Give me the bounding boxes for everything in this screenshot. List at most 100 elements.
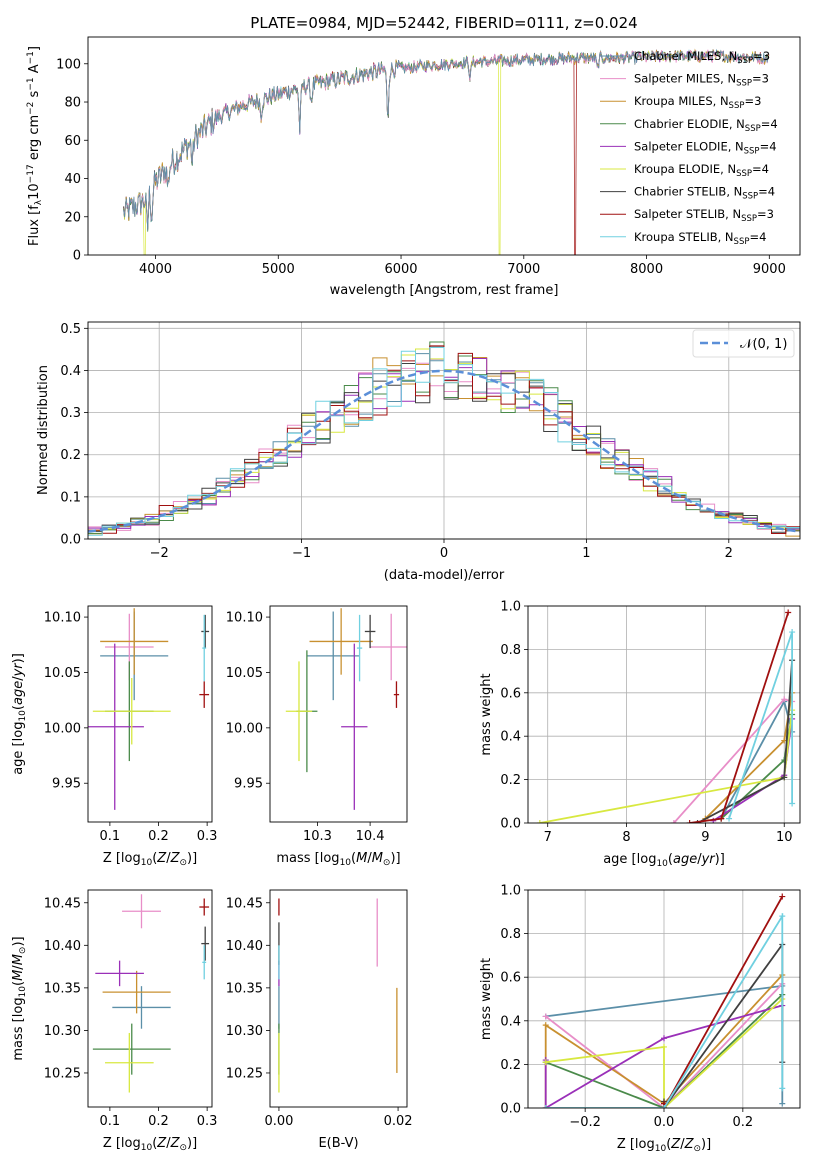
ticks: 7 8 9 10 0.0 0.2 0.4 0.6 0.8 1.0 xyxy=(500,600,792,846)
x-tick-label: 5000 xyxy=(262,262,295,277)
mass-vs-metallicity-panel: 0.1 0.2 0.3 10.25 10.30 10.35 10.40 10.45 mass [… xyxy=(11,889,218,1153)
x-tick-label: −0.2 xyxy=(569,1115,601,1130)
weight-marker xyxy=(661,1043,667,1050)
error-bar-1 xyxy=(370,613,407,681)
weight-marker xyxy=(686,820,693,823)
legend: Chabrier MILES, NSSP=3 Salpeter MILES, NS… xyxy=(600,49,778,247)
y-tick-label: 10.30 xyxy=(44,1024,81,1039)
weight-marker xyxy=(781,774,788,781)
y-tick-label: 10.25 xyxy=(44,1066,81,1081)
mass-vs-ebv-panel: 0.00 0.02 10.25 10.30 10.35 10.40 10.45 E(B-V) xyxy=(226,889,413,1151)
residuals-panel: −2 −1 0 1 2 0.0 0.1 0.2 0.3 0.4 0.5 𝒩(0, 1) (data-mo… xyxy=(36,321,801,583)
axes-frame xyxy=(87,321,801,540)
weight-marker xyxy=(781,696,788,703)
y-tick-label: 9.95 xyxy=(52,777,81,792)
age-vs-metallicity-panel: 0.1 0.2 0.3 9.95 10.00 10.05 10.10 age [log10(a… xyxy=(11,605,217,868)
y-tick-label: 10.10 xyxy=(226,611,263,626)
weight-line-6 xyxy=(663,941,784,1108)
x-axis-label: (data-model)/error xyxy=(384,568,505,583)
error-bar-1 xyxy=(122,894,161,929)
y-tick-label: 10.00 xyxy=(44,721,81,736)
y-tick-label: 0.4 xyxy=(60,364,81,379)
weight-marker xyxy=(542,1013,549,1020)
axes-frame xyxy=(87,36,801,256)
weight-marker xyxy=(785,609,792,616)
ticks: 0.1 0.2 0.3 10.25 10.30 10.35 10.40 10.45 xyxy=(44,896,218,1129)
error-bar-3 xyxy=(92,1023,171,1075)
error-bar-7 xyxy=(199,898,210,916)
y-tick-label: 0.5 xyxy=(60,322,81,337)
legend-label: Kroupa STELIB, NSSP=4 xyxy=(634,230,766,247)
x-tick-label: 0.0 xyxy=(654,1115,675,1130)
error-bar-5 xyxy=(105,1032,154,1093)
y-tick-label: 0.6 xyxy=(500,686,521,701)
x-axis-label: mass [log10(M/M⊙)] xyxy=(276,851,400,868)
y-tick-label: 40 xyxy=(64,172,81,187)
legend-label: Chabrier STELIB, NSSP=4 xyxy=(634,185,775,202)
weight-marker xyxy=(779,1085,786,1092)
legend: 𝒩(0, 1) xyxy=(692,329,795,358)
error-bars xyxy=(88,608,210,810)
error-bar-2 xyxy=(309,608,373,675)
y-tick-label: 10.35 xyxy=(44,981,81,996)
axes-frame xyxy=(527,605,801,824)
y-tick-label: 80 xyxy=(64,96,81,111)
y-tick-label: 10.05 xyxy=(226,666,263,681)
x-axis-label: E(B-V) xyxy=(318,1136,358,1151)
error-bars xyxy=(278,898,398,1093)
error-bars xyxy=(285,608,407,810)
x-tick-label: 0 xyxy=(440,546,448,561)
x-axis-label: age [log10(age/yr)] xyxy=(603,852,725,869)
y-tick-label: 0.3 xyxy=(60,406,81,421)
weight-lines xyxy=(536,609,796,823)
x-tick-label: 1 xyxy=(582,546,590,561)
x-tick-label: 0.2 xyxy=(732,1115,753,1130)
legend-label: Salpeter ELODIE, NSSP=4 xyxy=(634,139,777,156)
weight-marker xyxy=(670,820,677,823)
spectra xyxy=(123,48,770,255)
y-tick-label: 9.95 xyxy=(234,777,263,792)
legend-label: Salpeter STELIB, NSSP=3 xyxy=(634,207,774,224)
legend-label: Chabrier ELODIE, NSSP=4 xyxy=(634,117,778,134)
weight-line-5 xyxy=(539,710,793,823)
gaussian-curve xyxy=(88,369,800,533)
weight-marker xyxy=(789,800,796,807)
ticks: −0.2 0.0 0.2 0.0 0.2 0.4 0.6 0.8 1.0 xyxy=(500,884,753,1131)
x-tick-label: −1 xyxy=(292,546,311,561)
y-tick-label: 0.2 xyxy=(500,773,521,788)
y-tick-label: 10.30 xyxy=(226,1024,263,1039)
weight-marker xyxy=(661,1035,667,1042)
x-tick-label: 0.2 xyxy=(148,829,169,844)
y-axis-label: age [log10(age/yr)] xyxy=(11,653,28,775)
y-tick-label: 0.0 xyxy=(500,817,521,832)
x-tick-label: 4000 xyxy=(139,262,172,277)
x-tick-label: 9000 xyxy=(753,262,786,277)
ticks: 0.00 0.02 10.25 10.30 10.35 10.40 10.45 xyxy=(226,896,413,1129)
weight-marker xyxy=(542,1105,549,1108)
age-vs-mass-panel: 10.3 10.4 9.95 10.00 10.05 10.10 mass [log10(M… xyxy=(226,605,408,868)
x-axis-label: wavelength [Angstrom, rest frame] xyxy=(330,283,559,298)
error-bar-5 xyxy=(285,661,313,762)
x-tick-label: 0.3 xyxy=(197,1114,218,1129)
x-axis-label: Z [log10(Z/Z⊙)] xyxy=(617,1137,711,1154)
error-bar-0 xyxy=(112,986,171,1029)
error-bar-4 xyxy=(95,960,144,987)
y-tick-label: 0.4 xyxy=(500,1014,521,1029)
legend-label: Kroupa MILES, NSSP=3 xyxy=(634,94,761,111)
x-tick-label: 2 xyxy=(725,546,733,561)
weight-marker xyxy=(779,1100,786,1107)
error-bar-0 xyxy=(306,611,360,701)
weight-line-8 xyxy=(545,913,784,1108)
error-bar-7 xyxy=(393,681,400,708)
y-tick-label: 1.0 xyxy=(500,600,521,615)
y-tick-label: 0.6 xyxy=(500,971,521,986)
error-bar-8 xyxy=(356,614,363,682)
x-axis-label: Z [log10(Z/Z⊙)] xyxy=(103,1136,197,1153)
weight-marker xyxy=(789,629,796,636)
weight-marker xyxy=(779,913,786,920)
error-bar-7 xyxy=(199,681,210,708)
weight-line-4 xyxy=(544,1004,783,1108)
x-tick-label: −2 xyxy=(150,546,169,561)
weight-marker xyxy=(542,1022,549,1029)
